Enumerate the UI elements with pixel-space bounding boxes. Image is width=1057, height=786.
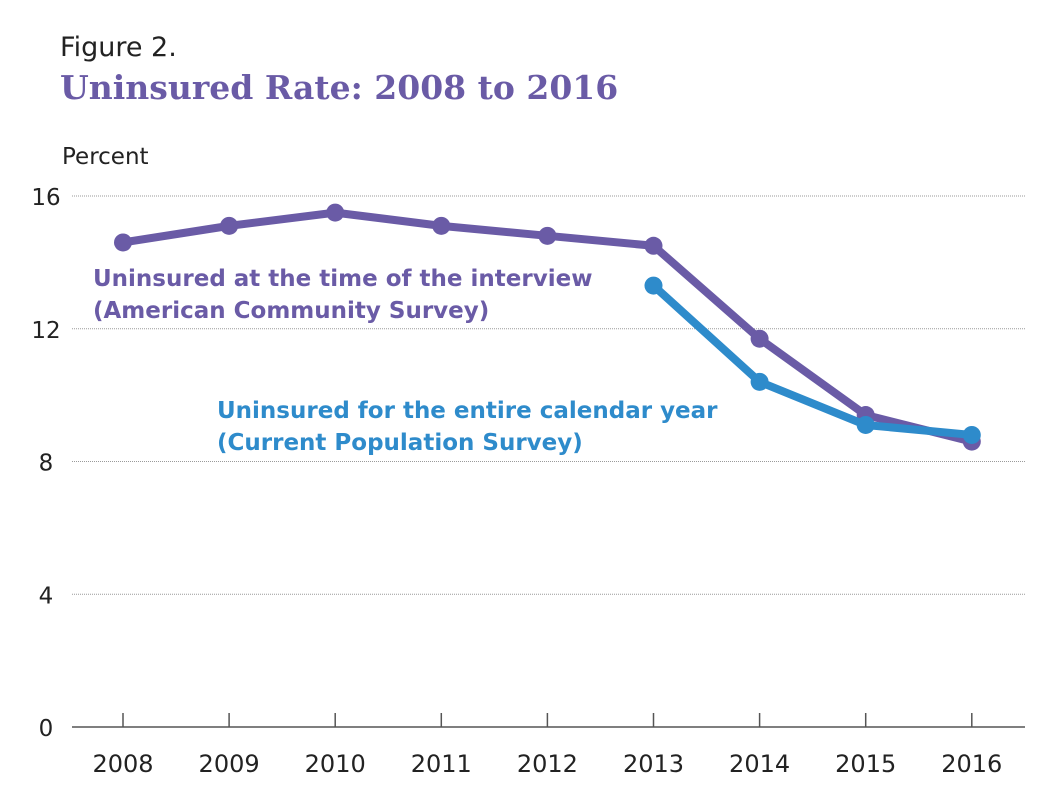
cps-series-point [962,425,981,444]
acs-series-point [114,233,132,252]
y-tick-label: 0 [39,716,54,742]
x-tick-label: 2008 [92,750,153,778]
chart-title: Uninsured Rate: 2008 to 2016 [60,68,619,107]
x-tick-label: 2011 [411,750,472,778]
cps-series-point [644,276,663,295]
x-tick-label: 2013 [623,750,684,778]
acs-series-point [644,236,663,255]
x-tick-label: 2014 [729,750,790,778]
cps-series-point [856,415,875,434]
y-axis-label: Percent [62,144,149,170]
acs-series-point [220,216,239,235]
figure-label: Figure 2. [60,32,177,63]
cps-series-label: Uninsured for the entire calendar year [217,398,718,424]
cps-series-point [750,372,769,391]
y-tick-label: 8 [39,451,54,477]
cps-series-label: (Current Population Survey) [217,430,583,456]
acs-series-label: (American Community Survey) [93,298,489,324]
cps-series-line [649,281,976,439]
x-tick-label: 2010 [305,750,366,778]
y-tick-label: 4 [39,583,54,609]
y-tick-label: 16 [31,185,60,211]
x-tick-label: 2015 [835,750,896,778]
x-tick-label: 2009 [199,750,260,778]
acs-series-point [538,226,557,245]
acs-series-point [750,329,769,348]
x-tick-label: 2012 [517,750,578,778]
y-tick-label: 12 [31,318,60,344]
acs-series-point [326,203,345,222]
acs-series-label: Uninsured at the time of the interview [93,266,592,292]
acs-series-point [432,216,451,235]
x-tick-label: 2016 [941,750,1002,778]
